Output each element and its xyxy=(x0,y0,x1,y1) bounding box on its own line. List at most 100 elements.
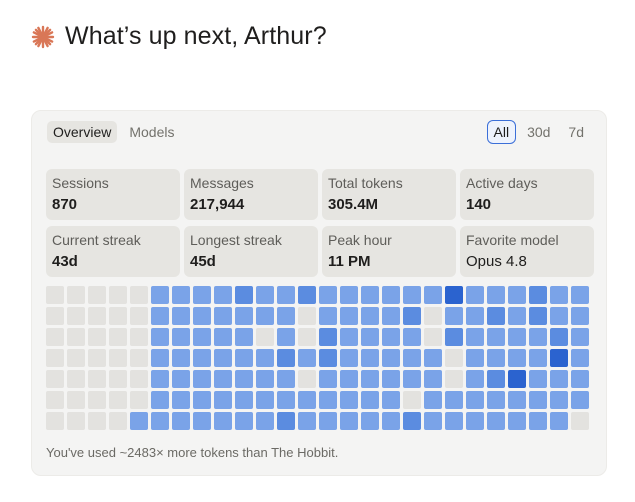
heatmap-cell[interactable] xyxy=(88,286,106,304)
heatmap-cell[interactable] xyxy=(151,328,169,346)
heatmap-cell[interactable] xyxy=(277,307,295,325)
heatmap-cell[interactable] xyxy=(277,370,295,388)
heatmap-cell[interactable] xyxy=(109,412,127,430)
heatmap-cell[interactable] xyxy=(382,391,400,409)
heatmap-cell[interactable] xyxy=(256,307,274,325)
heatmap-cell[interactable] xyxy=(172,286,190,304)
heatmap-cell[interactable] xyxy=(67,370,85,388)
heatmap-cell[interactable] xyxy=(529,307,547,325)
range-30d-button[interactable]: 30d xyxy=(527,124,551,140)
heatmap-cell[interactable] xyxy=(340,307,358,325)
heatmap-cell[interactable] xyxy=(340,328,358,346)
heatmap-cell[interactable] xyxy=(319,328,337,346)
heatmap-cell[interactable] xyxy=(214,328,232,346)
heatmap-cell[interactable] xyxy=(67,307,85,325)
heatmap-cell[interactable] xyxy=(172,391,190,409)
heatmap-cell[interactable] xyxy=(109,328,127,346)
heatmap-cell[interactable] xyxy=(109,349,127,367)
heatmap-cell[interactable] xyxy=(109,286,127,304)
heatmap-cell[interactable] xyxy=(571,349,589,367)
heatmap-cell[interactable] xyxy=(571,286,589,304)
heatmap-cell[interactable] xyxy=(403,391,421,409)
heatmap-cell[interactable] xyxy=(277,286,295,304)
heatmap-cell[interactable] xyxy=(319,370,337,388)
heatmap-cell[interactable] xyxy=(67,349,85,367)
heatmap-cell[interactable] xyxy=(529,328,547,346)
heatmap-cell[interactable] xyxy=(466,412,484,430)
heatmap-cell[interactable] xyxy=(46,307,64,325)
heatmap-cell[interactable] xyxy=(214,391,232,409)
heatmap-cell[interactable] xyxy=(508,349,526,367)
heatmap-cell[interactable] xyxy=(466,370,484,388)
heatmap-cell[interactable] xyxy=(340,349,358,367)
heatmap-cell[interactable] xyxy=(172,412,190,430)
heatmap-cell[interactable] xyxy=(466,307,484,325)
heatmap-cell[interactable] xyxy=(193,328,211,346)
heatmap-cell[interactable] xyxy=(130,391,148,409)
heatmap-cell[interactable] xyxy=(403,349,421,367)
heatmap-cell[interactable] xyxy=(256,370,274,388)
heatmap-cell[interactable] xyxy=(319,307,337,325)
heatmap-cell[interactable] xyxy=(130,370,148,388)
heatmap-cell[interactable] xyxy=(193,391,211,409)
range-7d-button[interactable]: 7d xyxy=(568,124,584,140)
heatmap-cell[interactable] xyxy=(361,391,379,409)
heatmap-cell[interactable] xyxy=(403,412,421,430)
heatmap-cell[interactable] xyxy=(424,328,442,346)
heatmap-cell[interactable] xyxy=(487,412,505,430)
heatmap-cell[interactable] xyxy=(88,370,106,388)
heatmap-cell[interactable] xyxy=(235,349,253,367)
heatmap-cell[interactable] xyxy=(235,370,253,388)
heatmap-cell[interactable] xyxy=(151,370,169,388)
heatmap-cell[interactable] xyxy=(403,370,421,388)
heatmap-cell[interactable] xyxy=(193,412,211,430)
heatmap-cell[interactable] xyxy=(550,349,568,367)
heatmap-cell[interactable] xyxy=(235,286,253,304)
heatmap-cell[interactable] xyxy=(382,370,400,388)
heatmap-cell[interactable] xyxy=(382,349,400,367)
heatmap-cell[interactable] xyxy=(214,370,232,388)
heatmap-cell[interactable] xyxy=(193,349,211,367)
heatmap-cell[interactable] xyxy=(571,370,589,388)
heatmap-cell[interactable] xyxy=(298,307,316,325)
heatmap-cell[interactable] xyxy=(109,307,127,325)
heatmap-cell[interactable] xyxy=(214,307,232,325)
heatmap-cell[interactable] xyxy=(46,370,64,388)
heatmap-cell[interactable] xyxy=(361,307,379,325)
heatmap-cell[interactable] xyxy=(256,412,274,430)
heatmap-cell[interactable] xyxy=(487,349,505,367)
heatmap-cell[interactable] xyxy=(88,349,106,367)
heatmap-cell[interactable] xyxy=(235,412,253,430)
heatmap-cell[interactable] xyxy=(550,328,568,346)
heatmap-cell[interactable] xyxy=(550,286,568,304)
heatmap-cell[interactable] xyxy=(277,412,295,430)
heatmap-cell[interactable] xyxy=(424,412,442,430)
heatmap-cell[interactable] xyxy=(508,328,526,346)
heatmap-cell[interactable] xyxy=(550,370,568,388)
heatmap-cell[interactable] xyxy=(256,286,274,304)
heatmap-cell[interactable] xyxy=(256,391,274,409)
heatmap-cell[interactable] xyxy=(340,412,358,430)
heatmap-cell[interactable] xyxy=(529,349,547,367)
heatmap-cell[interactable] xyxy=(424,370,442,388)
heatmap-cell[interactable] xyxy=(256,349,274,367)
heatmap-cell[interactable] xyxy=(235,328,253,346)
heatmap-cell[interactable] xyxy=(298,349,316,367)
heatmap-cell[interactable] xyxy=(67,412,85,430)
heatmap-cell[interactable] xyxy=(445,286,463,304)
heatmap-cell[interactable] xyxy=(67,391,85,409)
heatmap-cell[interactable] xyxy=(298,370,316,388)
heatmap-cell[interactable] xyxy=(151,286,169,304)
heatmap-cell[interactable] xyxy=(130,412,148,430)
heatmap-cell[interactable] xyxy=(487,286,505,304)
heatmap-cell[interactable] xyxy=(46,412,64,430)
heatmap-cell[interactable] xyxy=(361,412,379,430)
heatmap-cell[interactable] xyxy=(382,328,400,346)
heatmap-cell[interactable] xyxy=(88,328,106,346)
heatmap-cell[interactable] xyxy=(67,286,85,304)
heatmap-cell[interactable] xyxy=(88,412,106,430)
heatmap-cell[interactable] xyxy=(382,307,400,325)
heatmap-cell[interactable] xyxy=(340,286,358,304)
heatmap-cell[interactable] xyxy=(445,307,463,325)
heatmap-cell[interactable] xyxy=(508,307,526,325)
